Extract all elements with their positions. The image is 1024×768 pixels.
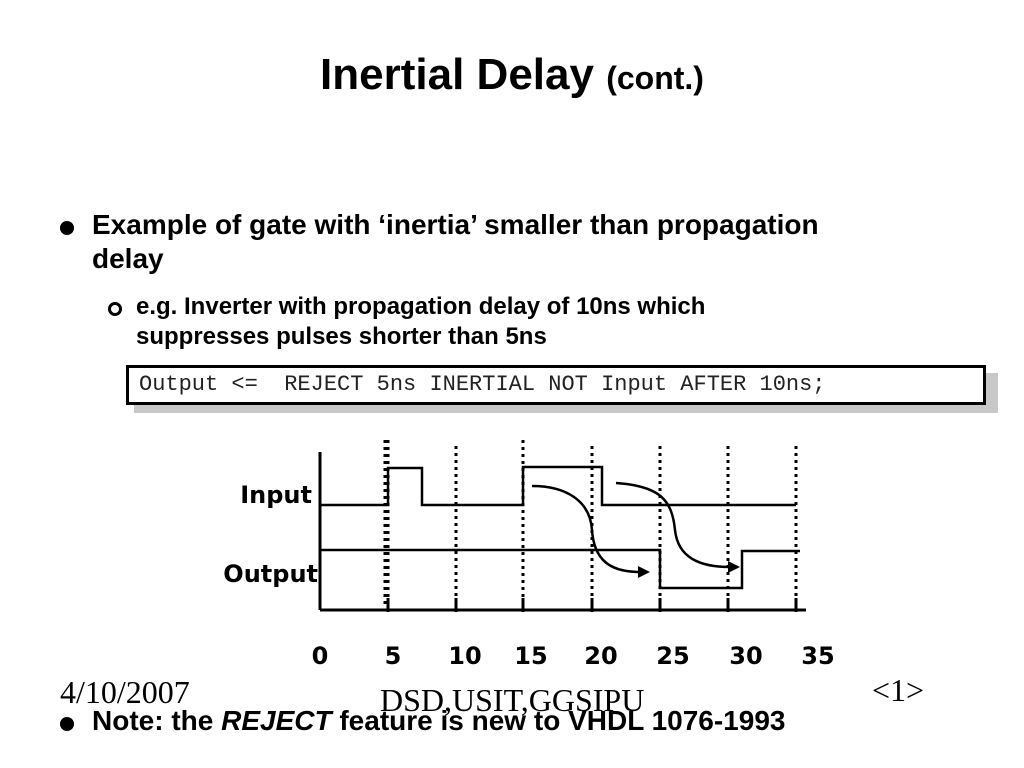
tick-label-30: 30 xyxy=(729,642,762,670)
sub-bullet-inverter-text: e.g. Inverter with propagation delay of … xyxy=(136,293,706,350)
tick-label-5: 5 xyxy=(385,642,402,670)
tick-label-25: 25 xyxy=(656,642,689,670)
causality-arrows xyxy=(531,481,731,574)
footer-center: DSD,USIT,GGSIPU xyxy=(380,682,645,718)
note-suffix: feature is new to VHDL 1076-1993 xyxy=(331,705,786,736)
signal-label-output: Output xyxy=(223,560,318,588)
footer-page-number: <1> xyxy=(872,672,925,708)
footer-date: 4/10/2007 xyxy=(60,674,190,710)
sub-bullet-ring-icon xyxy=(108,302,122,316)
output-waveform xyxy=(320,548,800,590)
tick-label-15: 15 xyxy=(514,642,547,670)
slide-title: Inertial Delay (cont.) xyxy=(0,50,1024,100)
tick-label-10: 10 xyxy=(448,642,481,670)
tick-label-35: 35 xyxy=(801,642,834,670)
note-keyword: REJECT xyxy=(221,705,332,736)
bullet-dot-icon xyxy=(60,717,74,731)
bullet-note-text: Note: the REJECT feature is new to VHDL … xyxy=(92,704,960,738)
sub-bullet-inverter: e.g. Inverter with propagation delay of … xyxy=(108,292,828,352)
bullet-example: Example of gate with ‘inertia’ smaller t… xyxy=(60,208,820,276)
title-main: Inertial Delay xyxy=(320,50,594,99)
arrow-heads xyxy=(638,561,740,578)
tick-label-0: 0 xyxy=(312,642,329,670)
tick-label-20: 20 xyxy=(584,642,617,670)
bullet-dot-icon xyxy=(60,221,74,235)
bullet-example-text: Example of gate with ‘inertia’ smaller t… xyxy=(92,209,819,274)
note-prefix: Note: the xyxy=(92,705,222,736)
signal-label-input: Input xyxy=(240,481,312,509)
title-sub: (cont.) xyxy=(606,60,704,96)
code-box: Output <= REJECT 5ns INERTIAL NOT Input … xyxy=(126,365,986,405)
bullet-note: Note: the REJECT feature is new to VHDL … xyxy=(60,704,960,738)
input-waveform xyxy=(320,465,796,507)
